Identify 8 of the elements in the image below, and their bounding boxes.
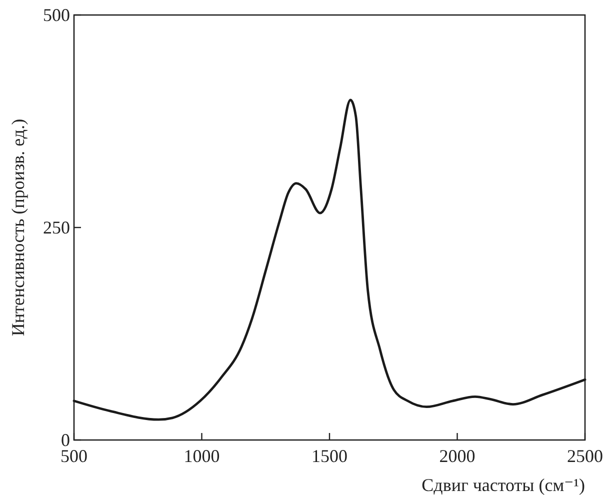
x-tick-label: 1500 [312,446,348,466]
y-axis-title: Интенсивность (произв. ед.) [8,118,28,336]
x-tick-label: 2500 [567,446,603,466]
x-axis-title: Сдвиг частоты (см⁻¹) [422,475,586,495]
x-tick-label: 2000 [439,446,476,466]
y-tick-label: 250 [43,218,70,238]
x-tick-label: 1000 [184,446,220,466]
y-tick-label: 500 [43,5,70,25]
